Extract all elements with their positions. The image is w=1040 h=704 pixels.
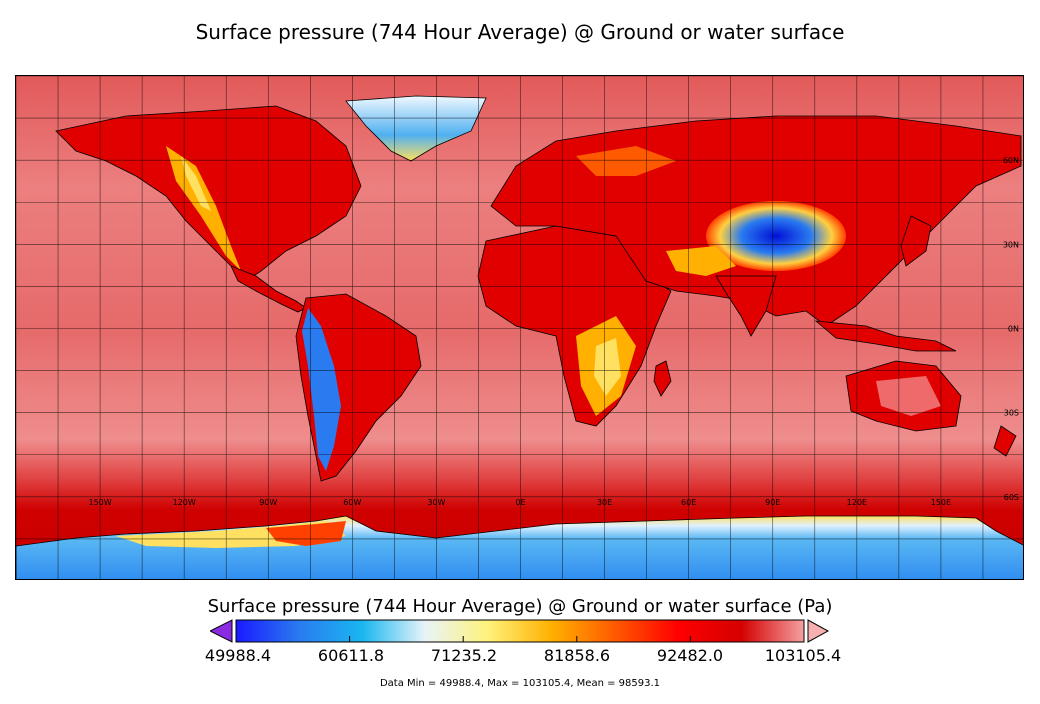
pressure-map: 150W 120W 90W 60W 30W 0E 30E 60E 90E 120E 150E 60N… bbox=[16, 76, 1023, 579]
greenland bbox=[345, 95, 487, 162]
andes bbox=[302, 308, 341, 471]
lon-label: 60E bbox=[681, 498, 696, 507]
lon-label: 30W bbox=[427, 498, 445, 507]
lat-label: 0N bbox=[1008, 325, 1019, 334]
colorbar-label-4: 92482.0 bbox=[656, 646, 724, 665]
colorbar bbox=[208, 618, 830, 648]
japan bbox=[900, 215, 932, 267]
latitude-labels: 60N 30N 0N 30S 60S bbox=[1003, 156, 1019, 502]
data-stats: Data Min = 49988.4, Max = 103105.4, Mean… bbox=[379, 678, 661, 689]
graticule bbox=[16, 76, 1023, 579]
scandinavia-high bbox=[576, 146, 676, 176]
longitude-labels: 150W 120W 90W 60W 30W 0E 30E 60E 90E 120E 150E bbox=[88, 498, 951, 507]
lon-label: 30E bbox=[597, 498, 612, 507]
lon-label: 0E bbox=[515, 498, 525, 507]
lon-label: 90E bbox=[765, 498, 780, 507]
colorbar-label-0: 49988.4 bbox=[204, 646, 272, 665]
lon-label: 60W bbox=[343, 498, 361, 507]
rockies-high bbox=[181, 156, 211, 211]
colorbar-label-3: 81858.6 bbox=[543, 646, 611, 665]
new-zealand bbox=[993, 425, 1017, 457]
tibetan-plateau bbox=[706, 201, 846, 271]
lon-label: 120E bbox=[847, 498, 867, 507]
lon-label: 150E bbox=[931, 498, 951, 507]
colorbar-max-arrow bbox=[807, 619, 830, 643]
iran-plateau bbox=[666, 246, 736, 276]
colorbar-label-1: 60611.8 bbox=[317, 646, 385, 665]
map-panel: 150W 120W 90W 60W 30W 0E 30E 60E 90E 120E 150E 60N… bbox=[15, 75, 1024, 580]
lat-label: 30S bbox=[1004, 409, 1019, 418]
african-highlands bbox=[594, 338, 621, 396]
colorbar-ticks bbox=[235, 636, 805, 642]
lon-label: 150W bbox=[88, 498, 111, 507]
lat-label: 60S bbox=[1004, 493, 1019, 502]
lat-label: 60N bbox=[1003, 156, 1019, 165]
colorbar-title: Surface pressure (744 Hour Average) @ Gr… bbox=[207, 596, 833, 617]
colorbar-label-5: 103105.4 bbox=[764, 646, 842, 665]
colorbar-svg bbox=[208, 619, 830, 643]
madagascar bbox=[653, 360, 672, 397]
australia-interior bbox=[876, 376, 941, 416]
colorbar-label-2: 71235.2 bbox=[430, 646, 498, 665]
colorbar-ramp bbox=[235, 619, 805, 643]
lon-label: 90W bbox=[259, 498, 277, 507]
colorbar-min-arrow bbox=[208, 619, 233, 643]
lat-label: 30N bbox=[1003, 240, 1019, 249]
lon-label: 120W bbox=[173, 498, 196, 507]
map-title: Surface pressure (744 Hour Average) @ Gr… bbox=[195, 20, 845, 44]
rockies bbox=[166, 146, 241, 271]
antarctic-peninsula bbox=[266, 521, 346, 546]
